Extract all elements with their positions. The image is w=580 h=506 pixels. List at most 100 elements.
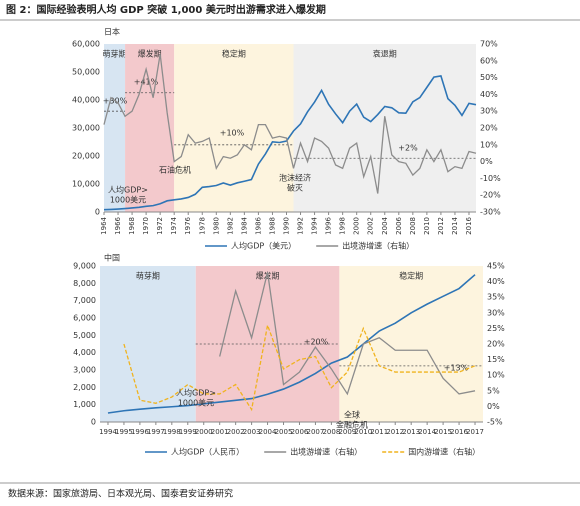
series-line: [123, 322, 476, 412]
annotation: 石油危机: [159, 165, 191, 175]
x-tick-label: 2006: [291, 428, 309, 436]
x-tick-label: 2004: [259, 428, 277, 436]
y2-tick-label: -30%: [480, 208, 501, 217]
x-tick-label: 1994: [99, 428, 117, 436]
y2-tick-label: -20%: [480, 191, 501, 200]
figure-title: 图 2：国际经验表明人均 GDP 突破 1,000 美元时出游需求进入爆发期: [6, 3, 326, 16]
x-tick-label: 1996: [131, 428, 149, 436]
x-tick-label: 2015: [434, 428, 452, 436]
x-tick-label: 1988: [268, 217, 276, 235]
chart-title: 日本: [104, 27, 120, 37]
y2-tick-label: 50%: [480, 73, 498, 82]
series-line: [219, 272, 476, 396]
average-label: +20%: [304, 338, 329, 347]
y-tick-label: 4,000: [73, 348, 96, 357]
y-tick-label: 2,000: [73, 383, 96, 392]
annotation: 1000美元: [110, 195, 146, 205]
y2-tick-label: 70%: [480, 40, 498, 49]
x-tick-label: 1980: [212, 217, 220, 235]
x-tick-label: 1998: [163, 428, 181, 436]
annotation: 1000美元: [178, 398, 214, 408]
x-tick-label: 2004: [381, 216, 389, 234]
x-tick-label: 2002: [367, 217, 375, 235]
y2-tick-label: 5%: [487, 386, 500, 395]
average-label: +13%: [444, 364, 469, 373]
phase-band: [104, 44, 126, 212]
x-tick-label: 2014: [451, 216, 459, 234]
y-tick-label: 20,000: [72, 152, 100, 161]
y-tick-label: 50,000: [72, 68, 100, 77]
x-tick-label: 2000: [353, 217, 361, 235]
y2-tick-label: 40%: [480, 90, 498, 99]
x-tick-label: 2014: [418, 428, 436, 436]
x-tick-label: 1996: [325, 216, 333, 234]
x-tick-label: 2008: [409, 217, 417, 235]
legend-label: 出境游增速（右轴）: [290, 447, 362, 457]
phase-label: 爆发期: [138, 49, 162, 59]
x-tick-label: 1974: [170, 216, 178, 234]
x-tick-label: 2016: [450, 428, 468, 436]
x-tick-label: 2000: [195, 428, 213, 436]
y-tick-label: 7,000: [73, 296, 96, 305]
y-tick-label: 3,000: [73, 366, 96, 375]
x-tick-label: 2012: [437, 217, 445, 235]
x-tick-label: 1972: [156, 217, 164, 235]
y-tick-label: 30,000: [72, 124, 100, 133]
y-tick-label: 9,000: [73, 262, 96, 271]
y2-tick-label: 0%: [480, 157, 493, 166]
y2-tick-label: 30%: [480, 107, 498, 116]
phase-band: [125, 44, 175, 212]
series-line: [103, 53, 477, 194]
series-line: [107, 274, 476, 414]
y2-tick-label: 35%: [487, 293, 505, 302]
annotation: 全球: [344, 410, 360, 420]
x-tick-label: 2016: [465, 216, 473, 234]
x-tick-label: 1999: [179, 428, 197, 436]
y2-tick-label: 45%: [487, 262, 505, 271]
annotation: 泡沫经济: [279, 173, 311, 183]
x-tick-label: 2003: [243, 428, 261, 436]
annotation: 人均GDP>: [176, 388, 216, 398]
x-tick-label: 1997: [147, 428, 165, 436]
phase-band: [100, 266, 196, 422]
y-tick-label: 6,000: [73, 314, 96, 323]
x-tick-label: 2010: [354, 428, 372, 436]
x-tick-label: 1990: [282, 217, 290, 235]
x-tick-label: 2007: [307, 428, 325, 436]
phase-label: 稳定期: [399, 271, 423, 281]
x-tick-label: 1968: [128, 217, 136, 235]
phase-label: 萌芽期: [136, 271, 160, 281]
y2-tick-label: 20%: [480, 124, 498, 133]
x-tick-label: 2001: [211, 428, 229, 436]
y2-tick-label: 40%: [487, 277, 505, 286]
y2-tick-label: 10%: [480, 140, 498, 149]
x-tick-label: 2006: [395, 216, 403, 234]
x-tick-label: 1978: [198, 217, 206, 235]
x-tick-label: 1998: [339, 217, 347, 235]
x-tick-label: 1964: [100, 216, 108, 234]
x-tick-label: 1982: [226, 217, 234, 235]
x-tick-label: 1994: [311, 216, 319, 234]
phase-band: [293, 44, 476, 212]
x-tick-label: 1992: [297, 217, 305, 235]
annotation: 破灭: [287, 183, 303, 193]
average-label: +2%: [398, 144, 418, 153]
phase-label: 萌芽期: [103, 49, 127, 59]
y2-tick-label: -10%: [480, 174, 501, 183]
x-tick-label: 2011: [370, 428, 388, 436]
x-tick-label: 2013: [402, 428, 420, 436]
y2-tick-label: -5%: [487, 418, 503, 427]
chart-title: 中国: [104, 253, 120, 263]
phase-band: [195, 266, 340, 422]
legend-label: 人均GDP（美元）: [231, 241, 296, 251]
x-tick-label: 2017: [466, 428, 484, 436]
average-label: +10%: [220, 129, 245, 138]
annotation: 人均GDP>: [108, 185, 148, 195]
x-tick-label: 2008: [322, 428, 340, 436]
y-tick-label: 5,000: [73, 331, 96, 340]
y2-tick-label: 0%: [487, 402, 500, 411]
legend-label: 国内游增速（右轴）: [408, 447, 480, 457]
average-label: +41%: [134, 78, 159, 87]
y-tick-label: 1,000: [73, 400, 96, 409]
